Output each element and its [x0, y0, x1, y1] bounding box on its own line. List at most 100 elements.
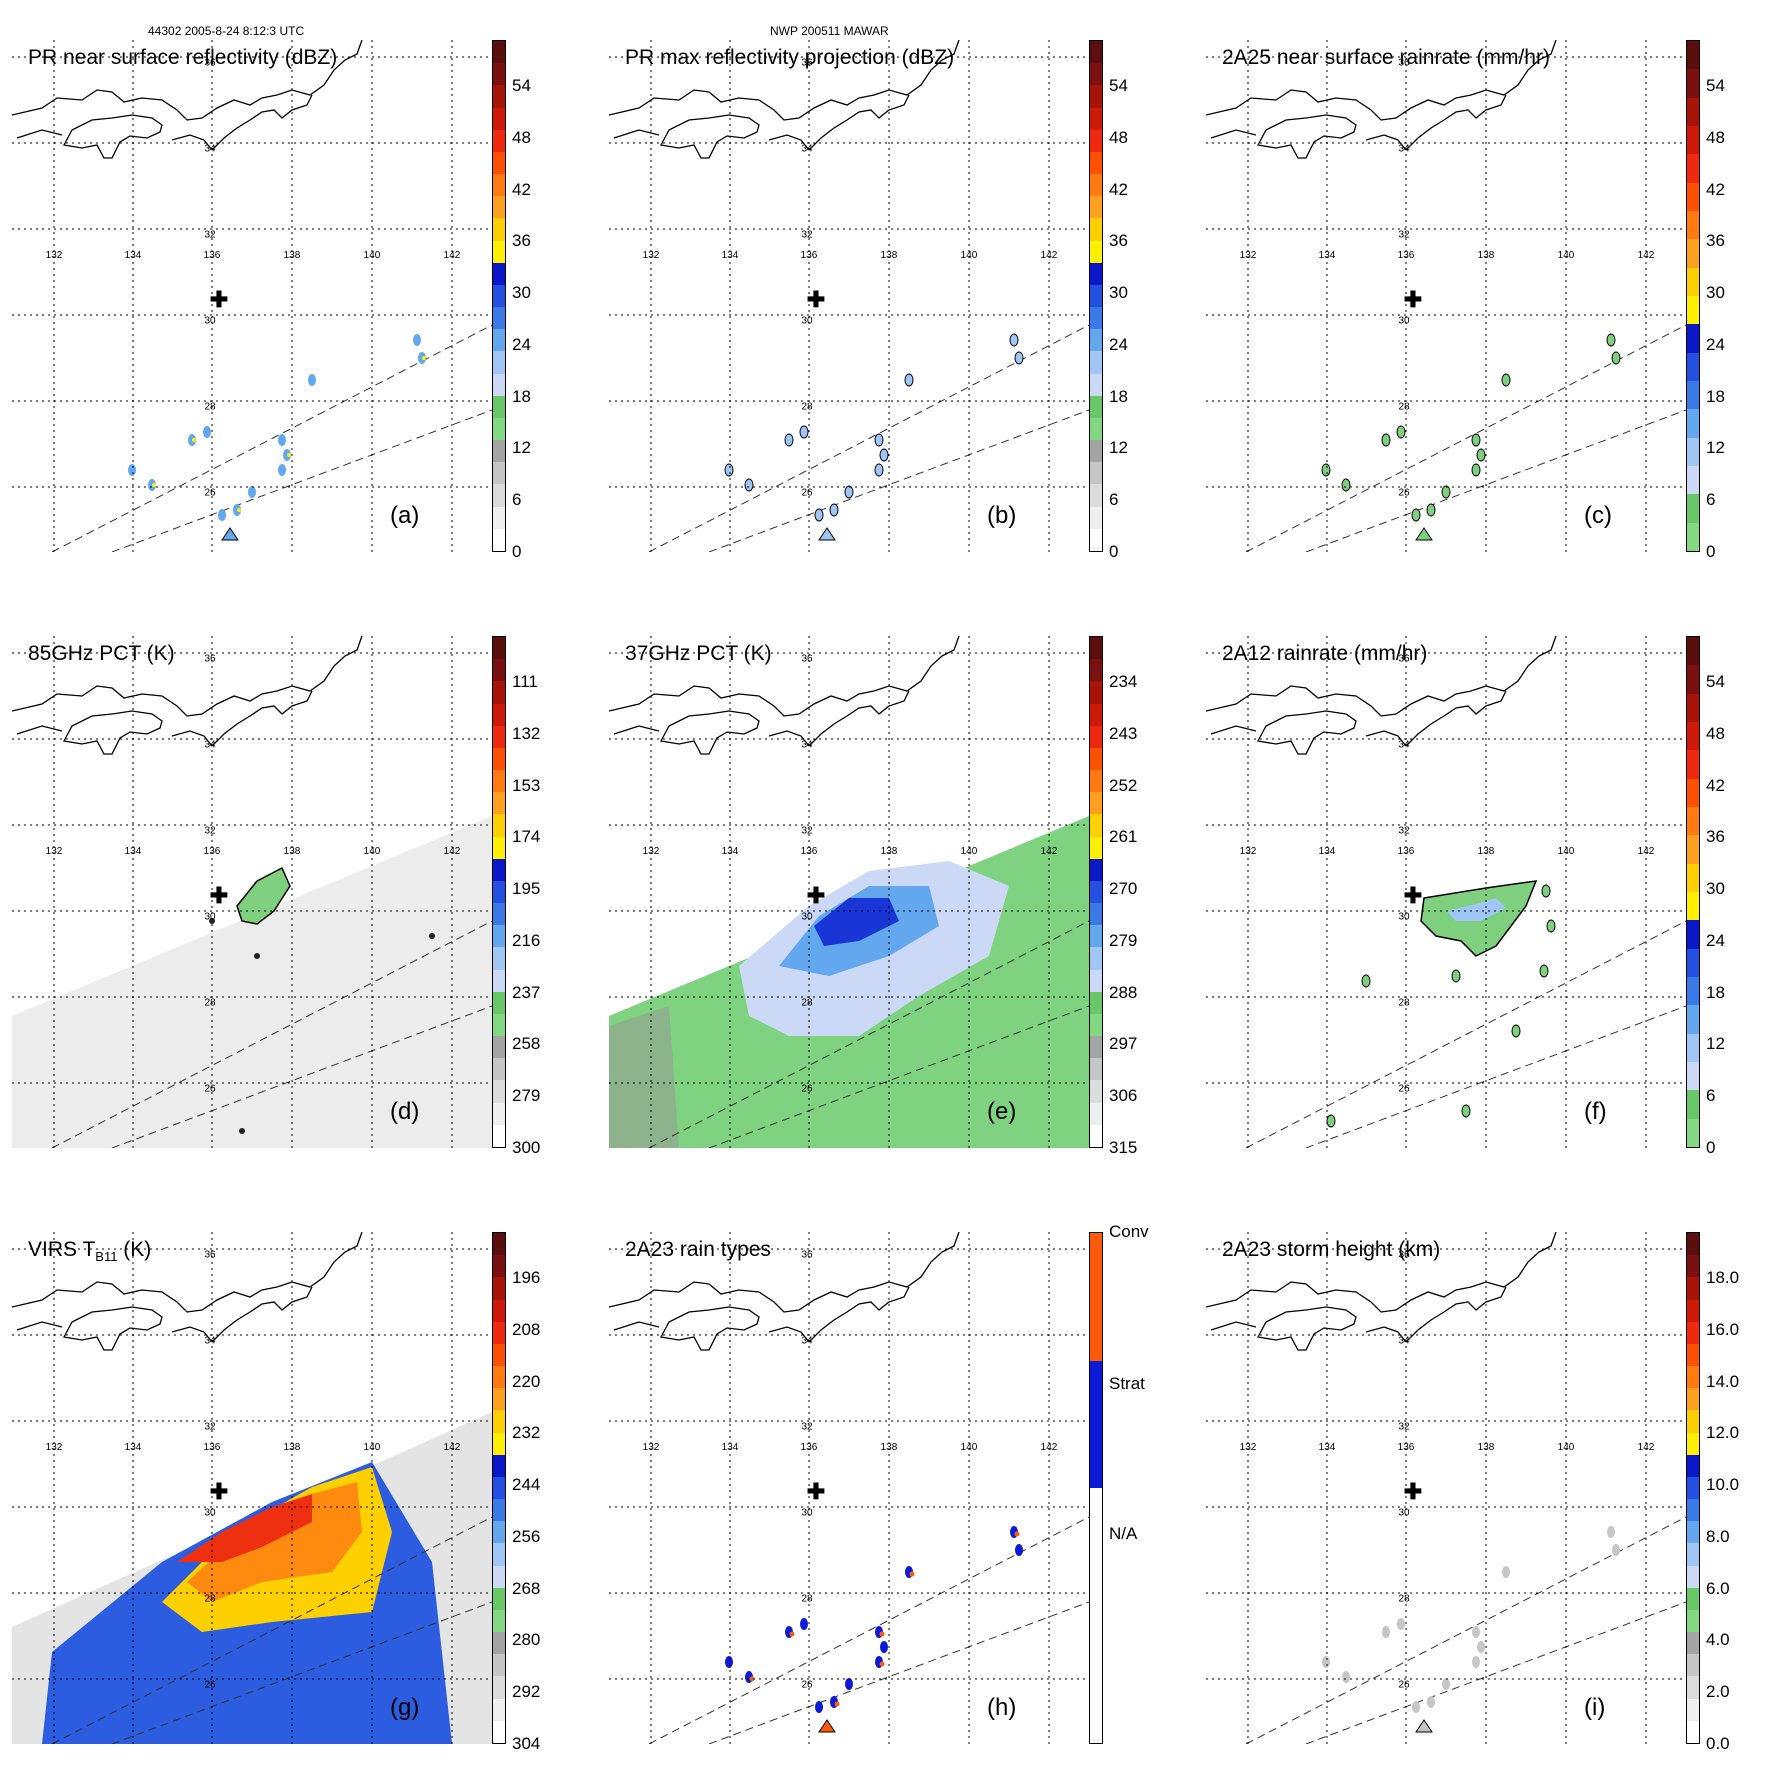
colorbar-segment: [1090, 747, 1102, 771]
colorbar-tick: 42: [1706, 775, 1725, 795]
lat-label: 30: [204, 911, 216, 923]
colorbar-segment: [1687, 239, 1699, 268]
colorbar-tick: 0: [1706, 1138, 1716, 1157]
colorbar-segment: [493, 107, 505, 130]
colorbar-tick: 256: [512, 1526, 541, 1546]
lon-label: 134: [721, 250, 739, 261]
precip-cell: [1471, 433, 1481, 447]
map-svg: [1206, 1232, 1686, 1744]
lon-label: 134: [124, 846, 142, 857]
lat-label: 28: [801, 401, 813, 413]
colorbar-segment: [493, 925, 505, 948]
precip-cell: [1009, 333, 1019, 347]
panel-title: 2A23 storm height (km): [1222, 1238, 1440, 1262]
lat-label: 32: [801, 1421, 813, 1433]
colorbar-tick: 244: [512, 1475, 541, 1495]
colorbar-segment: [1090, 969, 1102, 992]
colorbar-segment: [1687, 1521, 1699, 1544]
lat-label: 30: [204, 1507, 216, 1519]
colorbar-tick: 18.0: [1706, 1268, 1740, 1287]
colorbar-tick: 280: [512, 1630, 541, 1650]
colorbar-segment: [1090, 506, 1102, 529]
colorbar: [492, 1232, 506, 1744]
colorbar-tick: 18: [512, 386, 531, 406]
strong-cell: [287, 453, 291, 457]
colorbar-segment: [1687, 522, 1699, 551]
colorbar-tick: 36: [1109, 231, 1128, 251]
precip-cell: [724, 463, 734, 477]
lon-label: 138: [283, 846, 301, 857]
precip-cell: [725, 1656, 733, 1668]
colorbar-segment: [1687, 97, 1699, 127]
lat-label: 36: [204, 57, 216, 69]
colorbar-segment: [1687, 1632, 1699, 1655]
convective-cell: [1014, 1531, 1020, 1537]
coastline: [12, 40, 363, 121]
colorbar-segment: [1090, 770, 1102, 793]
precip-cell: [845, 1678, 853, 1690]
lat-label: 36: [1398, 57, 1410, 69]
colorbar-segment: [493, 637, 505, 660]
precip-cell: [1397, 1618, 1405, 1630]
precip-peak: [1415, 527, 1433, 541]
panel-title-text: 2A25 near surface rainrate (mm/hr): [1222, 46, 1550, 69]
colorbar-segment: [1687, 948, 1699, 978]
colorbar-tick: 54: [1109, 76, 1128, 95]
precip-cell: [1472, 1626, 1480, 1638]
lon-label: 138: [880, 846, 898, 857]
colorbar-tick: 48: [1706, 723, 1725, 743]
colorbar-segment: [493, 1080, 505, 1103]
map-panel-a: 132 134 136 138 140 142 36 34 32 30 28 26 ✚ PR near s…: [0, 24, 585, 584]
lon-label: 142: [1040, 250, 1058, 261]
colorbar-segment: [1090, 1488, 1102, 1743]
lat-label: 26: [1398, 1083, 1410, 1095]
lat-label: 28: [204, 1593, 216, 1605]
colorbar-tick: 300: [512, 1138, 541, 1157]
panel-title: 2A25 near surface rainrate (mm/hr): [1222, 46, 1550, 70]
panel-title-text: 37GHz PCT (K): [625, 642, 772, 665]
colorbar-segment: [1687, 637, 1699, 666]
coastline: [63, 114, 163, 159]
rain-cell: [1546, 919, 1556, 933]
panel-title: VIRS TB11 (K): [28, 1238, 151, 1264]
lat-label: 26: [204, 487, 216, 499]
colorbar-segment: [1090, 174, 1102, 197]
lon-label: 142: [1637, 1442, 1655, 1453]
colorbar-tick: 132: [512, 723, 541, 743]
map-svg: [1206, 636, 1686, 1148]
colorbar-segment: [1687, 154, 1699, 183]
rain-core: [1446, 898, 1506, 921]
map-panel-i: 132 134 136 138 140 142 36 34 32 30 28 26 ✚ 2A23 stor…: [1194, 1216, 1771, 1776]
colorbar-segment: [1090, 659, 1102, 682]
colorbar-segment: [1090, 858, 1102, 881]
map-area: [609, 1232, 1089, 1744]
colorbar-tick: 279: [512, 1086, 541, 1106]
panel-label: (i): [1584, 1694, 1606, 1721]
colorbar-segment: [1687, 41, 1699, 70]
colorbar-segment: [493, 1102, 505, 1125]
coastline: [63, 1306, 163, 1351]
colorbar-segment: [1090, 484, 1102, 507]
colorbar-tick: 243: [1109, 723, 1138, 743]
coastline: [171, 1326, 213, 1343]
colorbar-segment: [1090, 947, 1102, 970]
colorbar-segment: [1687, 267, 1699, 297]
panel-title-text: VIRS T: [28, 1238, 96, 1261]
panel-title: PR near surface reflectivity (dBZ): [28, 46, 337, 70]
precip-cell: [880, 1641, 888, 1653]
panel-title-text: 2A23 rain types: [625, 1238, 771, 1261]
colorbar-segment: [1687, 1388, 1699, 1411]
orbit-info: 44302 2005-8-24 8:12:3 UTC: [148, 24, 305, 38]
colorbar-tick: 304: [512, 1734, 541, 1753]
colorbar-tick: 2.0: [1706, 1682, 1730, 1702]
precip-cell: [815, 1701, 823, 1713]
panel-title-text: PR near surface reflectivity (dBZ): [28, 46, 338, 69]
storm-name: NWP 200511 MAWAR: [770, 24, 889, 38]
panel-title-unit: (K): [117, 1238, 152, 1261]
colorbar-segment: [1687, 466, 1699, 495]
map-area: [609, 40, 1089, 552]
rain-cell: [1451, 969, 1461, 983]
lon-label: 142: [443, 846, 461, 857]
swath-edge-north: [648, 920, 1089, 1148]
colorbar-segment: [493, 1343, 505, 1367]
